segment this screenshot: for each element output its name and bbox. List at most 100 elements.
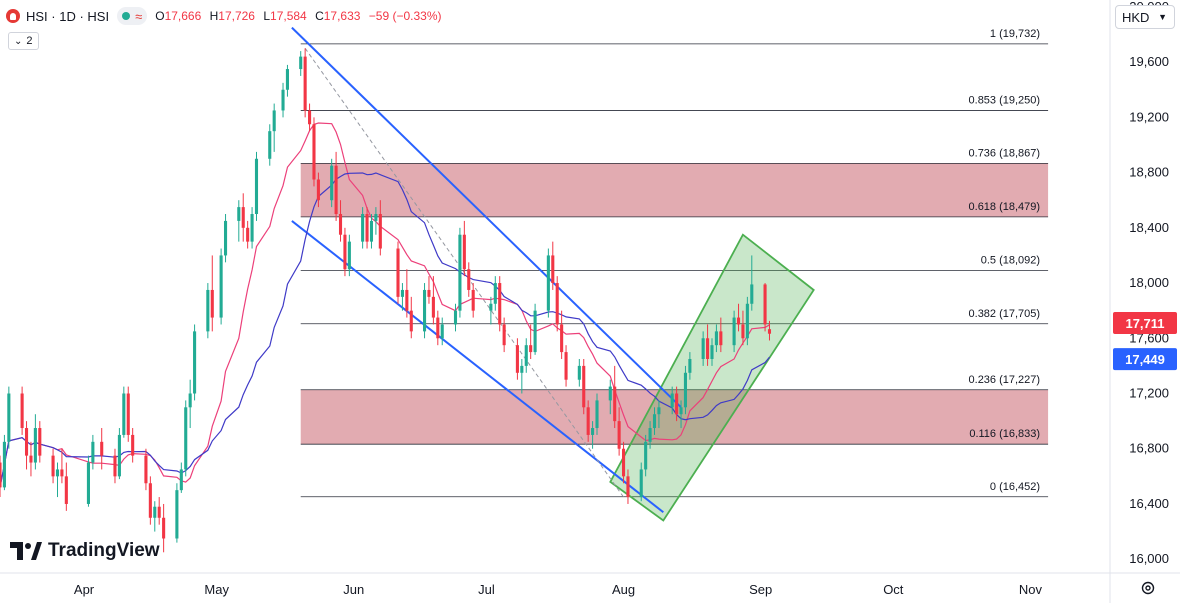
fib-level-label: 0.736 (18,867) bbox=[969, 147, 1041, 159]
candle-body bbox=[458, 234, 462, 311]
rising-rectangle bbox=[609, 233, 815, 522]
candle-body bbox=[237, 207, 241, 221]
candle-body bbox=[732, 317, 736, 346]
y-tick-label: 18,000 bbox=[1129, 275, 1169, 290]
candle-body bbox=[657, 407, 661, 415]
candle-body bbox=[0, 462, 2, 488]
candle-body bbox=[683, 372, 688, 408]
hsi-logo-icon[interactable] bbox=[6, 9, 20, 23]
candle-body bbox=[621, 448, 626, 477]
moving-average-slow bbox=[0, 172, 770, 488]
currency-select[interactable]: HKD ▼ bbox=[1115, 5, 1175, 29]
candle-body bbox=[51, 455, 55, 477]
candle-body bbox=[316, 179, 320, 201]
candle-body bbox=[148, 483, 152, 518]
candle-body bbox=[272, 110, 276, 132]
y-tick-label: 18,400 bbox=[1129, 220, 1169, 235]
candle-body bbox=[688, 358, 692, 373]
candle-body bbox=[422, 289, 427, 332]
candle-body bbox=[29, 455, 33, 463]
candle-body bbox=[736, 317, 741, 325]
candle-body bbox=[608, 386, 612, 401]
fib-level-label: 0.618 (18,479) bbox=[969, 201, 1041, 213]
candle-body bbox=[113, 455, 117, 477]
candle-body bbox=[591, 428, 595, 435]
candle-body bbox=[281, 89, 285, 111]
candle-body bbox=[241, 207, 245, 228]
candle-body bbox=[330, 165, 334, 201]
candle-body bbox=[431, 296, 435, 318]
candle-body bbox=[246, 227, 250, 242]
x-tick-label: Oct bbox=[883, 582, 904, 597]
candle-body bbox=[126, 393, 130, 435]
candle-body bbox=[312, 124, 316, 180]
logo-text: TradingView bbox=[48, 540, 160, 561]
y-tick-label: 18,800 bbox=[1129, 165, 1169, 180]
y-tick-label: 19,600 bbox=[1129, 54, 1169, 69]
gear-icon[interactable] bbox=[1140, 580, 1156, 596]
candle-body bbox=[308, 110, 312, 125]
tradingview-logo[interactable]: TradingView bbox=[10, 540, 160, 562]
candle-body bbox=[33, 428, 37, 463]
indicator-count: 2 bbox=[26, 35, 33, 47]
candle-body bbox=[502, 324, 506, 346]
candle-body bbox=[157, 506, 161, 518]
candle-body bbox=[520, 365, 524, 373]
candle-body bbox=[374, 214, 378, 221]
candle-body bbox=[144, 455, 148, 484]
candle-body bbox=[285, 69, 289, 90]
candle-body bbox=[210, 289, 214, 318]
candle-body bbox=[582, 365, 586, 408]
status-pill[interactable]: ≈ bbox=[117, 7, 148, 25]
candle-body bbox=[400, 289, 404, 297]
high-label: H bbox=[209, 9, 219, 23]
candle-body bbox=[100, 441, 104, 456]
tradingview-logo-icon bbox=[10, 542, 42, 560]
fib-level-label: 0.853 (19,250) bbox=[969, 94, 1041, 106]
fib-level-label: 0.5 (18,092) bbox=[981, 254, 1040, 266]
low-label: L bbox=[263, 9, 271, 23]
candle-body bbox=[489, 303, 493, 311]
chevron-down-icon: ▼ bbox=[1158, 12, 1167, 22]
candle-body bbox=[188, 393, 192, 408]
candle-body bbox=[361, 214, 365, 242]
candle-body bbox=[184, 407, 188, 470]
price-label-bg bbox=[1113, 311, 1177, 334]
candle-body bbox=[701, 338, 705, 359]
currency-value: HKD bbox=[1122, 9, 1150, 25]
candle-body bbox=[644, 441, 648, 470]
candle-body bbox=[555, 283, 559, 325]
candle-body bbox=[471, 289, 475, 311]
wave-icon: ≈ bbox=[135, 8, 143, 24]
candle-body bbox=[131, 434, 135, 456]
candle-body bbox=[763, 284, 767, 325]
symbol-title[interactable]: HSI · 1D · HSI bbox=[26, 8, 110, 24]
candle-body bbox=[20, 393, 24, 429]
low-value: 17,584 bbox=[270, 9, 307, 23]
x-tick-label: Sep bbox=[749, 582, 772, 597]
candle-body bbox=[91, 441, 95, 463]
candle-body bbox=[117, 434, 121, 477]
y-tick-label: 17,600 bbox=[1129, 330, 1169, 345]
candle-body bbox=[652, 414, 657, 429]
candle-body bbox=[193, 331, 197, 394]
candle-body bbox=[378, 214, 382, 249]
collapse-indicators-button[interactable]: ⌄ 2 bbox=[8, 32, 39, 50]
candle-body bbox=[299, 56, 303, 70]
candle-body bbox=[396, 248, 400, 297]
price-label: 17,711 bbox=[1125, 316, 1164, 331]
price-label-bg bbox=[1113, 348, 1177, 371]
y-tick-label: 16,000 bbox=[1129, 551, 1169, 566]
fib-level-label: 0.382 (17,705) bbox=[969, 308, 1041, 320]
candle-body bbox=[546, 255, 550, 311]
candle-body bbox=[405, 289, 409, 311]
candle-body bbox=[254, 158, 259, 215]
candle-body bbox=[679, 407, 683, 415]
candle-body bbox=[639, 469, 643, 498]
candle-body bbox=[365, 214, 369, 242]
candle-body bbox=[750, 284, 754, 304]
candle-body bbox=[710, 345, 714, 359]
candle-body bbox=[303, 56, 307, 111]
